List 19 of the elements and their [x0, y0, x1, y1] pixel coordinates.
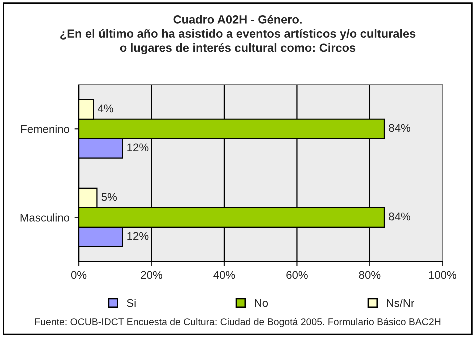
legend-label: Ns/Nr — [387, 299, 415, 308]
y-tick-label: Masculino — [20, 214, 70, 222]
y-tick-label: Femenino — [21, 125, 70, 134]
x-tick-label: 60% — [286, 271, 308, 280]
legend-label: Si — [127, 299, 136, 308]
data-label: 12% — [128, 144, 149, 152]
x-tick-label: 0% — [71, 271, 87, 280]
chart-title: Cuadro A02H - Género. ¿En el último año ha asistido a eventos artísticos y/o culturales o lugares de interés cultural como: Circos — [60, 15, 416, 55]
data-label: 4% — [98, 104, 114, 113]
legend-label: No — [255, 299, 268, 308]
x-tick-label: 80% — [359, 271, 381, 280]
x-tick-label: 100% — [429, 271, 456, 280]
x-tick-label: 40% — [214, 271, 236, 280]
data-label: 12% — [128, 232, 149, 240]
data-label: 84% — [389, 124, 411, 132]
data-label: 84% — [389, 212, 411, 221]
data-label: 5% — [102, 193, 118, 202]
x-tick-label: 20% — [141, 271, 162, 280]
source-note: Fuente: OCUB-IDCT Encuesta de Cultura: Ciudad de Bogotá 2005. Formulario Básico BAC2H — [35, 318, 441, 328]
